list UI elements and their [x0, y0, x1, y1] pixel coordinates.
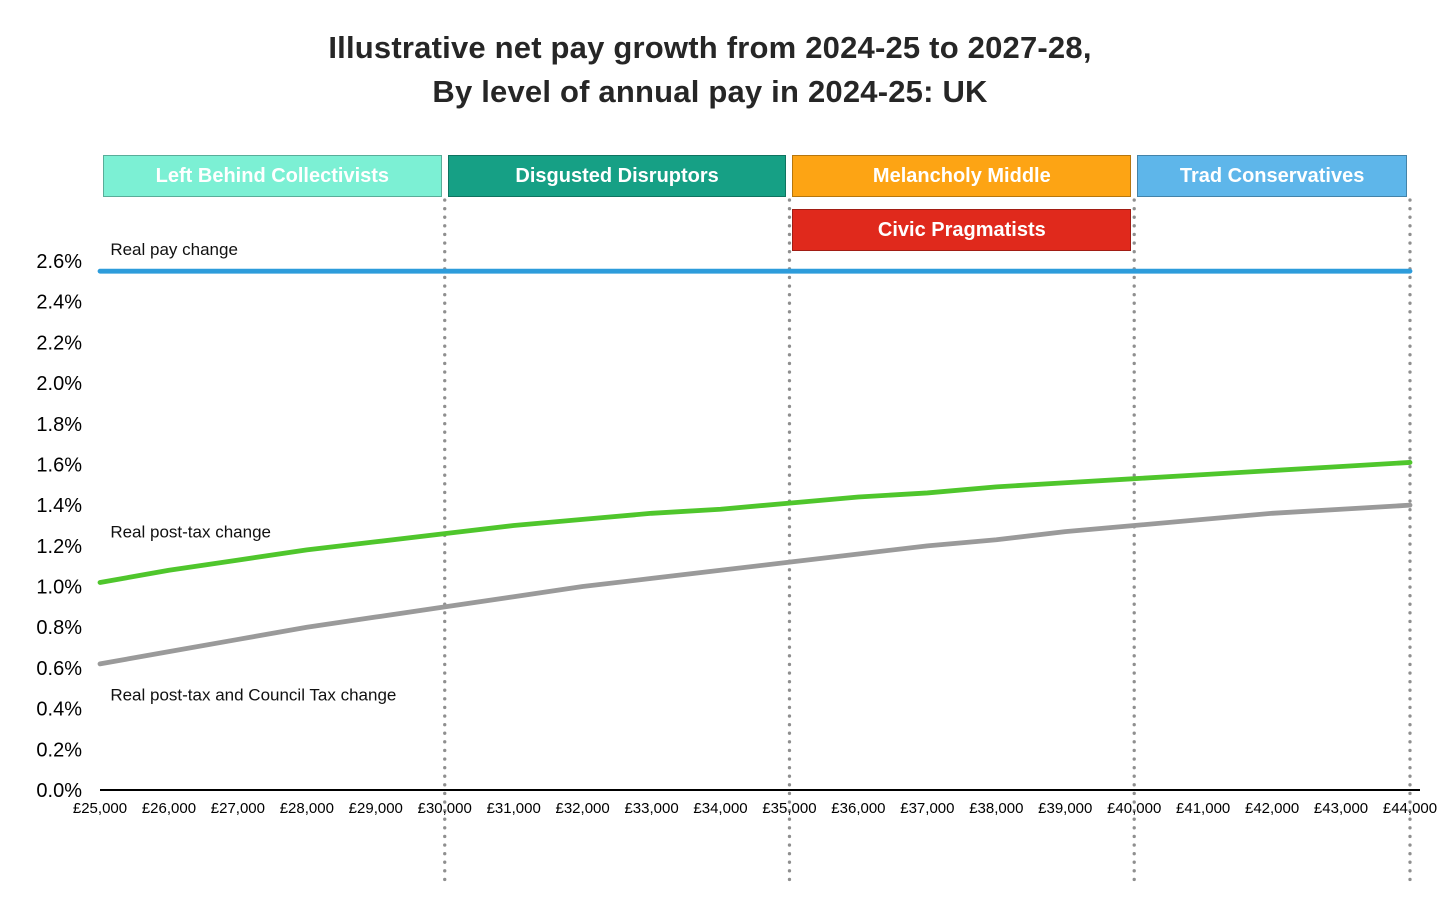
y-tick-label-1.8: 1.8%	[36, 414, 82, 436]
x-tick-label-34000: £34,000	[693, 800, 747, 817]
series-label-real-post-tax-change: Real post-tax change	[110, 523, 271, 542]
x-tick-label-38000: £38,000	[969, 800, 1023, 817]
y-tick-label-0.8: 0.8%	[36, 617, 82, 639]
x-tick-label-29000: £29,000	[349, 800, 403, 817]
x-tick-label-36000: £36,000	[831, 800, 885, 817]
x-tick-label-30000: £30,000	[418, 800, 472, 817]
chart-title: Illustrative net pay growth from 2024-25…	[0, 26, 1420, 114]
chart-title-line2: By level of annual pay in 2024-25: UK	[432, 74, 988, 109]
y-tick-label-1.0: 1.0%	[36, 577, 82, 599]
y-tick-label-0.2: 0.2%	[36, 739, 82, 761]
series-line-real-post-tax-and-council-tax-change	[97, 502, 1413, 667]
x-tick-label-35000: £35,000	[762, 800, 816, 817]
series-line-real-post-tax-change	[97, 460, 1413, 585]
x-tick-label-42000: £42,000	[1245, 800, 1299, 817]
y-tick-label-2.2: 2.2%	[36, 332, 82, 354]
chart-title-line1: Illustrative net pay growth from 2024-25…	[328, 30, 1092, 65]
x-tick-label-28000: £28,000	[280, 800, 334, 817]
y-tick-label-2.6: 2.6%	[36, 251, 82, 273]
y-tick-label-2.0: 2.0%	[36, 373, 82, 395]
y-tick-label-0.6: 0.6%	[36, 658, 82, 680]
x-tick-label-31000: £31,000	[487, 800, 541, 817]
x-tick-label-43000: £43,000	[1314, 800, 1368, 817]
y-tick-label-0.0: 0.0%	[36, 780, 82, 802]
x-tick-label-33000: £33,000	[624, 800, 678, 817]
x-tick-label-44000: £44,000	[1383, 800, 1437, 817]
series-label-real-post-tax-and-council-tax-change: Real post-tax and Council Tax change	[110, 685, 396, 704]
x-tick-label-41000: £41,000	[1176, 800, 1230, 817]
x-tick-label-39000: £39,000	[1038, 800, 1092, 817]
y-tick-label-2.4: 2.4%	[36, 292, 82, 314]
x-tick-label-32000: £32,000	[556, 800, 610, 817]
y-tick-label-0.4: 0.4%	[36, 699, 82, 721]
x-tick-label-37000: £37,000	[900, 800, 954, 817]
series-label-real-pay-change: Real pay change	[110, 240, 238, 259]
x-tick-label-26000: £26,000	[142, 800, 196, 817]
x-tick-label-25000: £25,000	[73, 800, 127, 817]
x-tick-label-27000: £27,000	[211, 800, 265, 817]
y-tick-label-1.4: 1.4%	[36, 495, 82, 517]
y-tick-label-1.6: 1.6%	[36, 454, 82, 476]
y-tick-label-1.2: 1.2%	[36, 536, 82, 558]
x-tick-label-40000: £40,000	[1107, 800, 1161, 817]
